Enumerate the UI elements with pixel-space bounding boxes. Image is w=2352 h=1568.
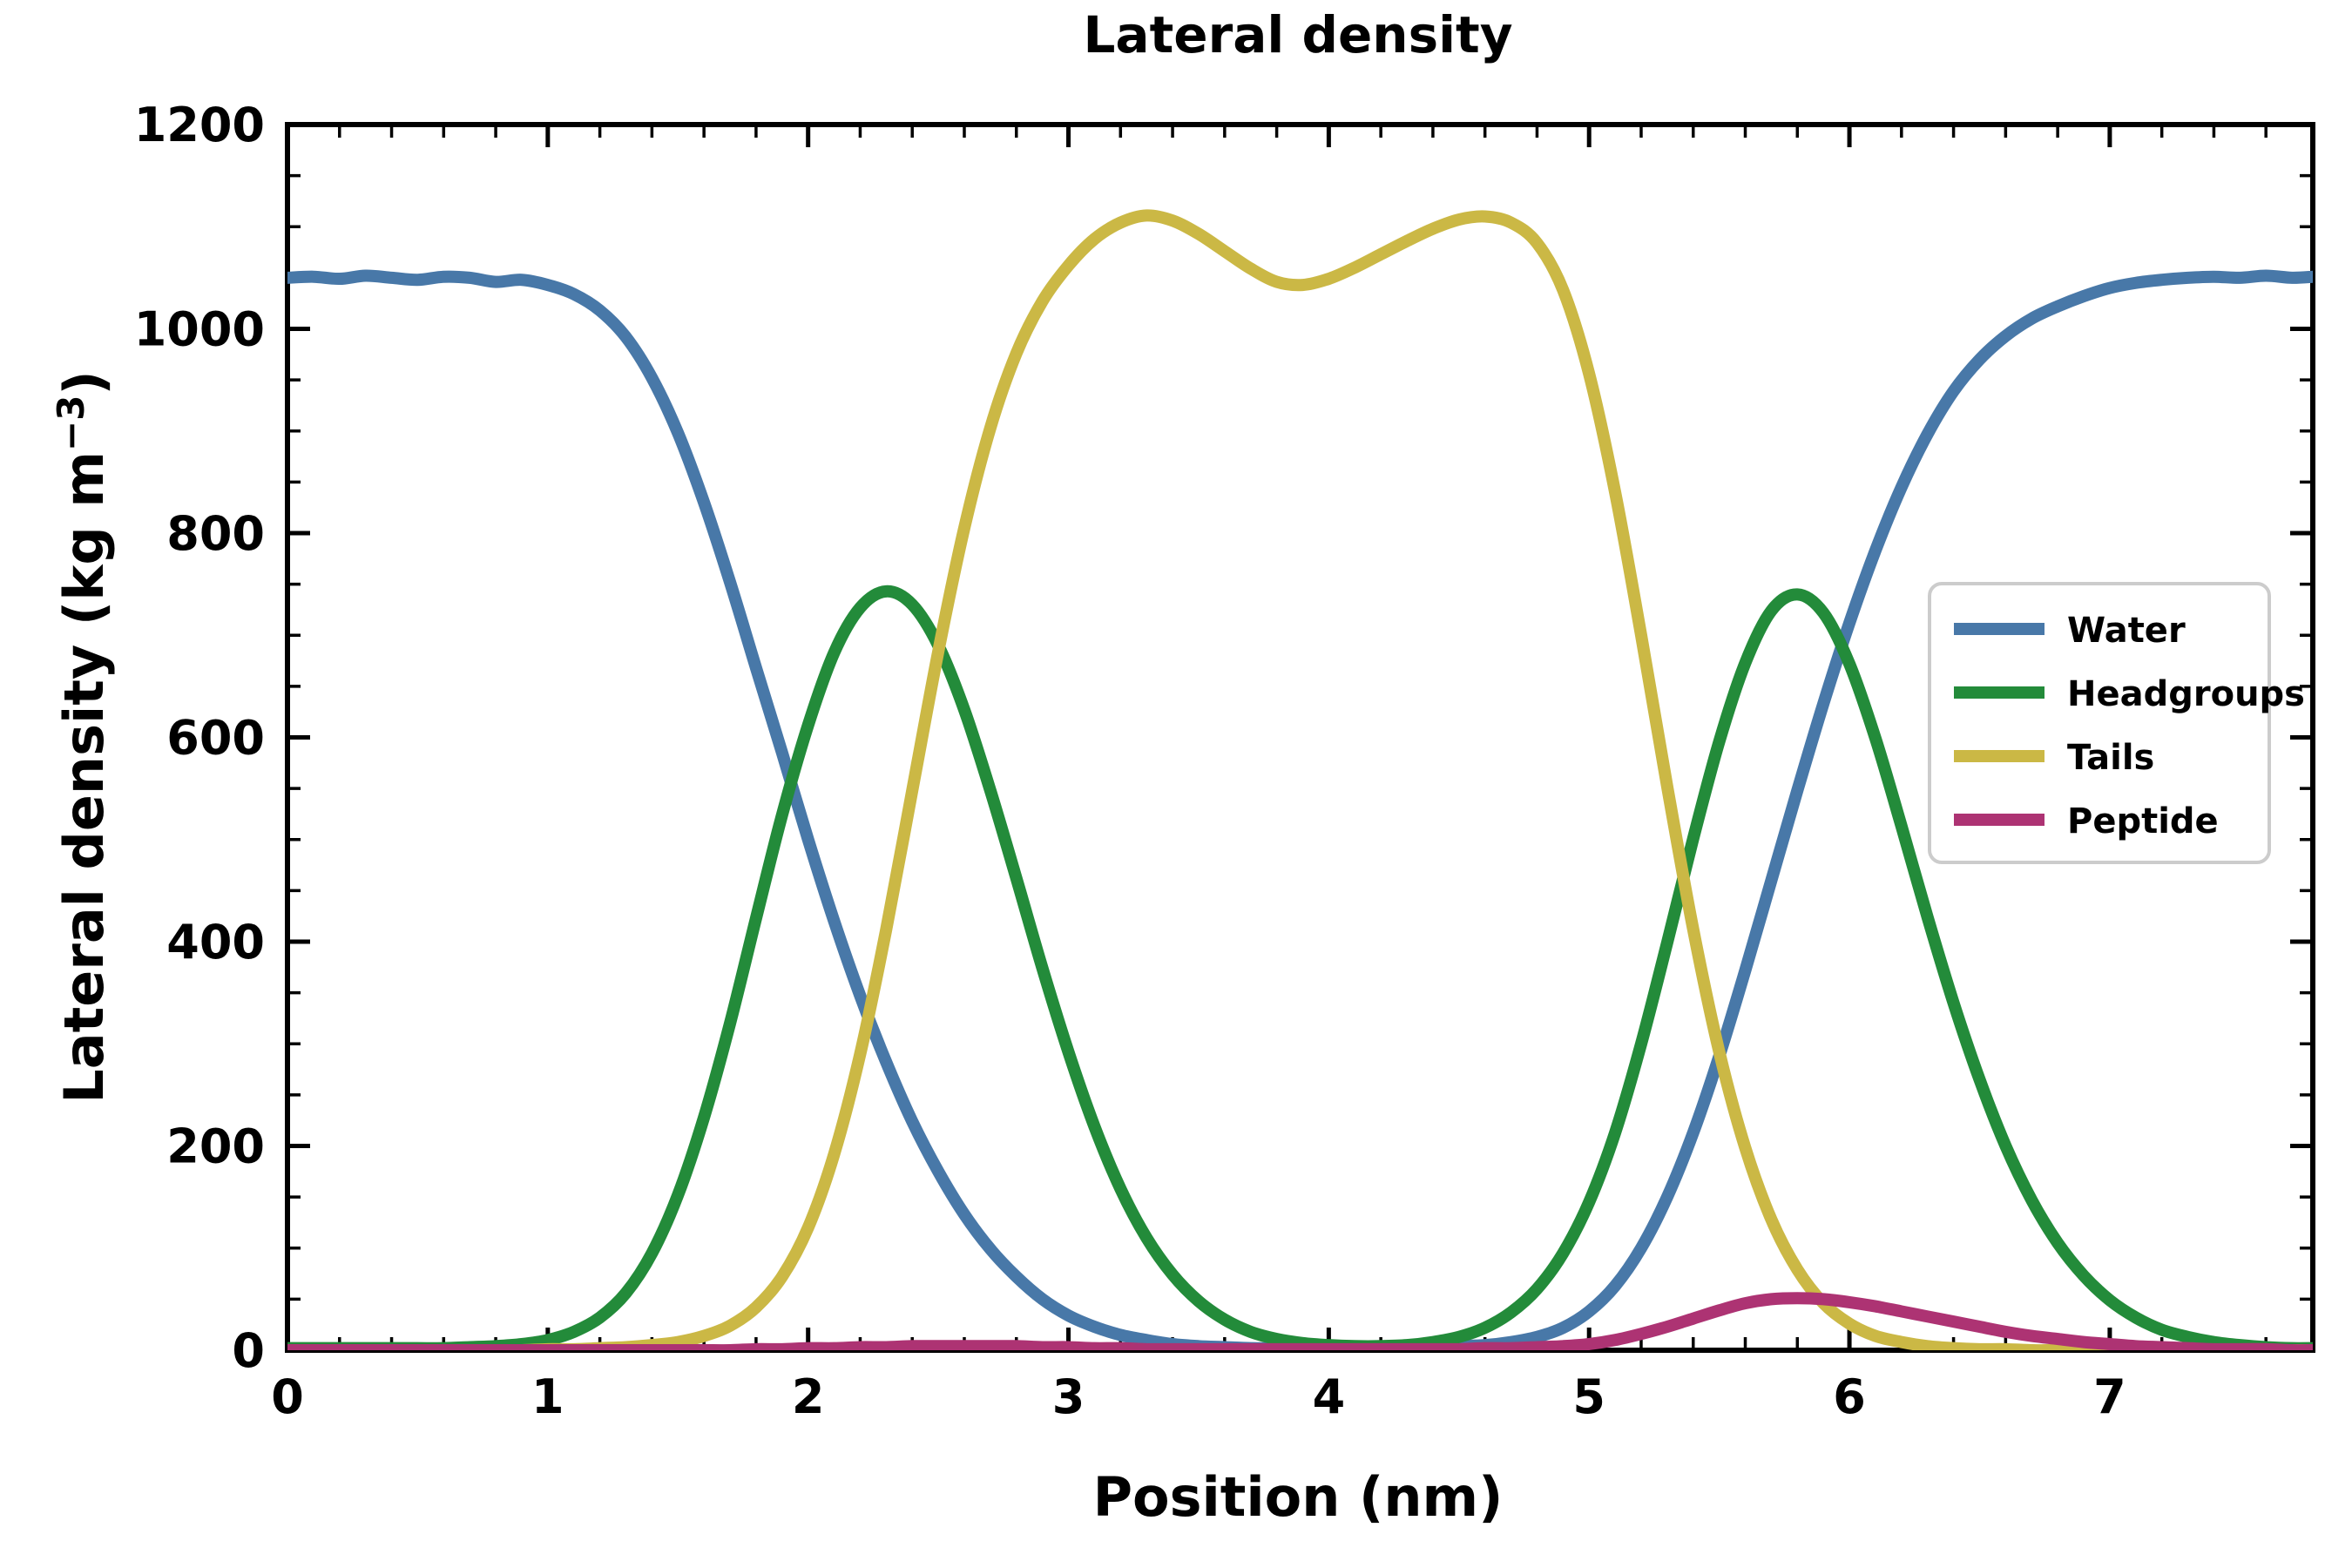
y-tick-labels: 0 200 400 600 800 1000 1200 <box>134 98 265 1378</box>
x-tick-label: 7 <box>2093 1369 2126 1424</box>
legend-item-peptide[interactable]: Peptide <box>1954 801 2219 841</box>
x-tick-labels: 0 1 2 3 4 5 6 7 <box>271 1369 2126 1424</box>
legend-background <box>1928 582 2271 864</box>
x-tick-label: 5 <box>1572 1369 1605 1424</box>
legend-item-water[interactable]: Water <box>1954 611 2186 651</box>
x-tick-label: 0 <box>271 1369 304 1424</box>
y-axis-label-group: Lateral density (kg m−3) <box>50 370 116 1104</box>
legend-label-headgroups: Headgroups <box>2067 674 2305 714</box>
data-series-group <box>287 209 2313 1350</box>
legend-label-peptide: Peptide <box>2067 801 2219 841</box>
y-axis-label: Lateral density (kg m−3) <box>50 370 116 1104</box>
series-line-headgroups <box>287 585 2313 1350</box>
y-tick-label: 200 <box>166 1119 265 1174</box>
legend-label-tails: Tails <box>2067 738 2154 778</box>
y-tick-label: 800 <box>166 506 265 561</box>
y-tick-label: 1000 <box>134 302 265 357</box>
series-line-peptide <box>287 1292 2313 1350</box>
y-tick-label: 600 <box>166 711 265 766</box>
x-tick-label: 3 <box>1052 1369 1085 1424</box>
y-tick-label: 400 <box>166 915 265 970</box>
y-tick-label: 0 <box>232 1323 265 1378</box>
legend-item-headgroups[interactable]: Headgroups <box>1954 674 2305 714</box>
y-tick-label: 1200 <box>134 98 265 152</box>
x-tick-label: 4 <box>1313 1369 1346 1424</box>
x-tick-label: 2 <box>792 1369 825 1424</box>
x-tick-label: 1 <box>531 1369 564 1424</box>
chart-legend[interactable]: Water Headgroups Tails Peptide <box>1928 582 2305 864</box>
legend-label-water: Water <box>2067 611 2186 651</box>
chart-title: Lateral density <box>1083 5 1512 64</box>
legend-item-tails[interactable]: Tails <box>1954 738 2154 778</box>
x-axis-label: Position (nm) <box>1093 1465 1504 1529</box>
x-tick-label: 6 <box>1833 1369 1866 1424</box>
